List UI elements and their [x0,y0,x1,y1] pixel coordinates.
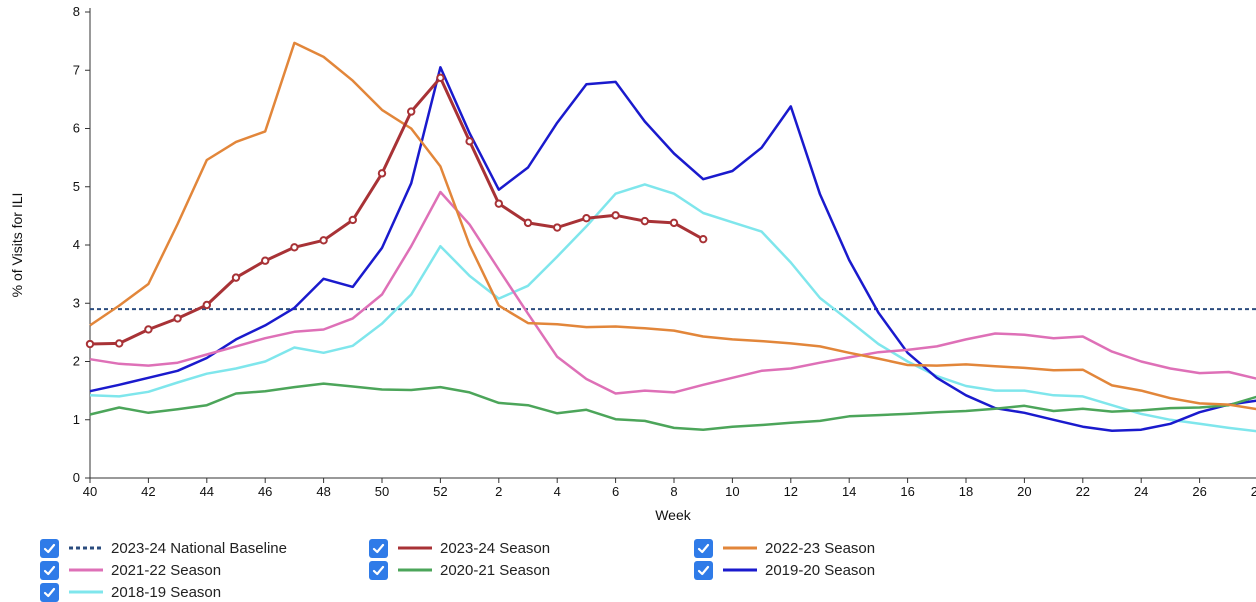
series-line [89,183,1256,433]
legend-label: 2018-19 Season [111,583,222,601]
series-line [89,76,704,346]
data-point [173,314,182,323]
series-line [89,190,1256,395]
y-tick-label: 4 [73,237,80,252]
y-tick-label: 1 [73,412,80,427]
series-layer [85,41,1256,433]
y-tick-label: 8 [73,4,80,19]
legend-swatch [69,590,103,594]
series-2021-22-season [89,190,1256,395]
x-tick-label: 24 [1134,484,1148,499]
data-point [202,300,212,310]
legend-label: 2023-24 Season [440,539,551,557]
x-tick-label: 48 [316,484,330,499]
data-point [290,243,299,252]
data-point [494,199,503,208]
data-point [553,223,562,232]
data-point [377,169,387,178]
series-line [89,382,1256,431]
y-tick-label: 0 [73,470,80,485]
series-2023-24-season [85,73,708,349]
series-2022-23-season [89,41,1256,411]
y-axis-title: % of Visits for ILI [9,193,25,298]
legend-swatch [723,546,757,550]
legend-swatch [69,568,103,572]
legend-item-2018-19-season[interactable]: 2018-19 Season [40,582,221,602]
legend-item-2019-20-season[interactable]: 2019-20 Season [694,560,875,580]
legend-item-2020-21-season[interactable]: 2020-21 Season [369,560,550,580]
x-tick-label: 12 [784,484,798,499]
data-point [523,218,533,228]
x-tick-label: 2 [495,484,502,499]
series-2018-19-season [89,183,1256,433]
legend-label: 2021-22 Season [111,561,222,579]
legend-label: 2023-24 National Baseline [111,539,287,557]
data-point [144,325,153,334]
legend-swatch [398,546,432,550]
data-point [348,215,357,225]
x-tick-label: 20 [1017,484,1031,499]
series-2019-20-season [89,66,1256,433]
checkbox-icon[interactable] [369,560,388,580]
legend-item-2023-24-season[interactable]: 2023-24 Season [369,538,550,558]
legend-swatch [723,568,757,572]
x-tick-label: 10 [725,484,739,499]
data-point [465,137,474,146]
legend-swatch [69,546,103,550]
y-tick-label: 3 [73,295,80,310]
data-point [115,339,124,348]
series-line [89,66,1256,433]
checkbox-icon[interactable] [369,538,388,558]
legend-label: 2020-21 Season [440,561,551,579]
data-point [319,236,328,245]
x-tick-label: 18 [959,484,973,499]
series-2020-21-season [89,382,1256,431]
x-tick-label: 4 [554,484,561,499]
checkbox-icon[interactable] [40,560,59,580]
legend-label: 2022-23 Season [765,539,876,557]
checkbox-icon[interactable] [40,582,59,602]
x-tick-label: 26 [1192,484,1206,499]
checkbox-icon[interactable] [694,560,713,580]
checkbox-icon[interactable] [40,538,59,558]
checkbox-icon[interactable] [694,538,713,558]
data-point [231,273,241,282]
legend-swatch [398,568,432,572]
x-tick-label: 28 [1251,484,1256,499]
x-tick-label: 46 [258,484,272,499]
x-tick-label: 50 [375,484,389,499]
x-axis-title: Week [655,507,692,523]
x-tick-label: 44 [200,484,214,499]
data-point [699,234,708,244]
y-tick-label: 2 [73,354,80,369]
data-point [261,256,270,265]
x-tick-label: 40 [83,484,97,499]
x-tick-label: 22 [1076,484,1090,499]
data-point [640,216,649,226]
data-point [436,73,445,83]
x-tick-label: 14 [842,484,856,499]
x-tick-label: 16 [900,484,914,499]
legend-item-2023-24-national-baseline[interactable]: 2023-24 National Baseline [40,538,287,558]
y-tick-label: 7 [73,62,80,77]
data-point [407,107,416,116]
data-point [582,214,591,223]
data-point [85,339,95,349]
chart-legend: 2023-24 National Baseline 2023-24 Season 2… [40,538,1250,602]
x-tick-label: 42 [141,484,155,499]
legend-label: 2019-20 Season [765,561,876,579]
y-tick-label: 6 [73,121,80,136]
x-tick-label: 8 [670,484,677,499]
legend-item-2022-23-season[interactable]: 2022-23 Season [694,538,875,558]
y-tick-label: 5 [73,179,80,194]
data-point [611,211,620,220]
series-line [89,41,1256,411]
legend-item-2021-22-season[interactable]: 2021-22 Season [40,560,221,580]
x-tick-label: 52 [433,484,447,499]
x-tick-label: 6 [612,484,619,499]
data-point [669,218,679,228]
